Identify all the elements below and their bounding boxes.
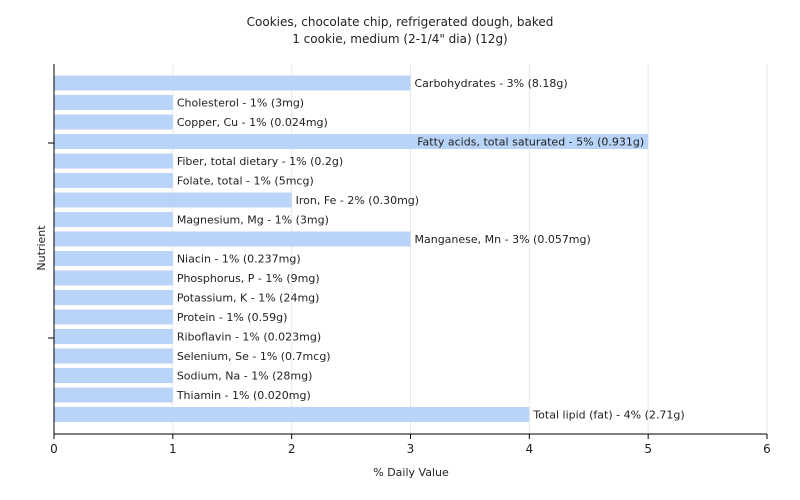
bar [54,368,173,383]
bar [54,309,173,325]
bar [54,134,649,149]
bar-label: Iron, Fe - 2% (0.30mg) [296,194,419,207]
bar-label: Manganese, Mn - 3% (0.057mg) [415,233,591,246]
x-axis-title: % Daily Value [373,466,449,479]
bar [54,95,173,110]
bar [54,290,173,305]
bar-label: Copper, Cu - 1% (0.024mg) [177,116,328,129]
x-tick-label: 3 [407,442,415,456]
bar [54,387,173,403]
bar [54,348,173,364]
bar-label: Sodium, Na - 1% (28mg) [177,370,313,383]
bar-label: Cholesterol - 1% (3mg) [177,97,304,110]
bar-label: Protein - 1% (0.59g) [177,311,288,324]
bar [54,212,173,227]
bar-label: Fatty acids, total saturated - 5% (0.931… [417,136,644,149]
bar [54,251,173,266]
bars: Carbohydrates - 3% (8.18g) Cholesterol - … [54,75,685,422]
bar [54,407,530,422]
bar-label: Fiber, total dietary - 1% (0.2g) [177,155,343,168]
chart-subtitle: 1 cookie, medium (2-1/4" dia) (12g) [292,32,508,46]
y-axis-title: Nutrient [35,225,48,271]
bar [54,153,173,169]
bar [54,114,173,130]
bar-label: Thiamin - 1% (0.020mg) [176,389,311,402]
bar [54,329,173,344]
bar-label: Phosphorus, P - 1% (9mg) [177,272,320,285]
x-tick-label: 5 [644,442,652,456]
bar [54,75,411,91]
bar-label: Niacin - 1% (0.237mg) [177,253,301,266]
x-tick-label: 6 [763,442,771,456]
chart-title: Cookies, chocolate chip, refrigerated do… [246,15,554,29]
bar-label: Magnesium, Mg - 1% (3mg) [177,214,329,227]
x-tick-label: 2 [288,442,296,456]
bar [54,231,411,247]
x-tick-label: 4 [526,442,534,456]
bar [54,192,292,208]
bar-label: Riboflavin - 1% (0.023mg) [177,331,321,344]
x-tick-label: 0 [50,442,58,456]
bar-label: Potassium, K - 1% (24mg) [177,292,320,305]
bar-label: Selenium, Se - 1% (0.7mcg) [177,350,331,363]
axes: 0 1 2 3 4 5 6 [48,64,771,456]
bar [54,173,173,188]
bar-label: Total lipid (fat) - 4% (2.71g) [532,409,684,422]
bar-label: Folate, total - 1% (5mcg) [177,175,314,188]
bar-label: Carbohydrates - 3% (8.18g) [415,77,568,90]
bar [54,270,173,286]
x-tick-label: 1 [169,442,177,456]
